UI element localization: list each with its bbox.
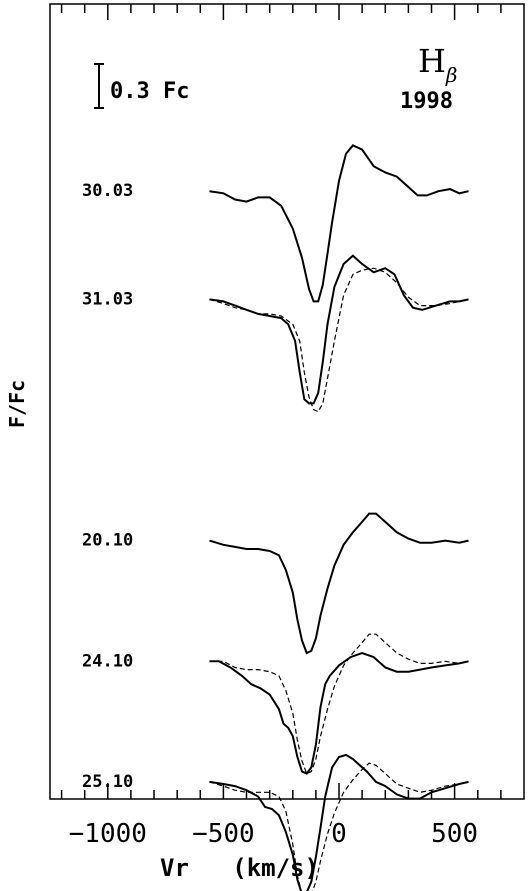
series-line-7 (209, 762, 469, 891)
scale-bar-label: 0.3 Fc (110, 79, 189, 104)
series-line-0 (209, 144, 469, 303)
series-line-3 (209, 512, 469, 655)
x-tick-label: 500 (431, 819, 478, 849)
title-group: Hβ 1998 (400, 42, 457, 114)
scale-bar: 0.3 Fc (94, 63, 189, 109)
series-line-2 (209, 267, 469, 413)
chart-title: H (418, 42, 446, 80)
x-axis-label: Vr (km/s) (160, 854, 319, 882)
chart-title-subscript: β (445, 63, 458, 87)
x-tick-label: −1000 (69, 819, 147, 849)
x-tick-label: −500 (192, 819, 255, 849)
chart-subtitle: 1998 (400, 89, 453, 114)
series-line-4 (209, 651, 469, 775)
series-line-1 (209, 254, 469, 405)
series-line-5 (209, 633, 469, 775)
row-label-1: 31.03 (82, 289, 133, 309)
svg-text:Hβ: Hβ (418, 42, 457, 87)
row-labels: 30.03 31.03 20.10 24.10 25.10 (82, 181, 133, 792)
x-ticks: −1000 −500 0 500 (60, 4, 502, 849)
series-group (209, 144, 469, 891)
row-label-3: 24.10 (82, 651, 133, 671)
row-label-2: 20.10 (82, 531, 133, 551)
plot-frame (49, 3, 525, 800)
row-label-4: 25.10 (82, 772, 133, 792)
y-axis-label: F/Fc (5, 380, 29, 428)
row-label-0: 30.03 (82, 181, 133, 201)
x-tick-label: 0 (331, 819, 347, 849)
series-line-6 (209, 753, 469, 891)
